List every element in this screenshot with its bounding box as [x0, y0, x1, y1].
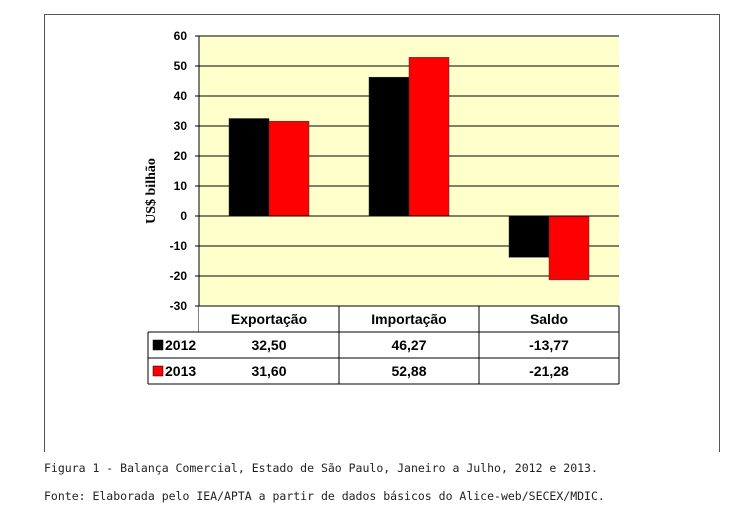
data-label: 31,60 — [251, 363, 286, 379]
figure-caption: Figura 1 - Balança Comercial, Estado de … — [44, 461, 598, 475]
data-label: 46,27 — [391, 337, 426, 353]
data-table: Exportação Importação Saldo 2012 32,50 46,27 -… — [147, 305, 620, 385]
source-caption: Fonte: Elaborada pelo IEA/APTA a partir … — [44, 489, 605, 503]
bar-2013-1 — [268, 120, 310, 217]
table-header-bg — [199, 306, 619, 332]
bars — [228, 57, 590, 281]
data-label: -21,28 — [529, 363, 569, 379]
category-label: Saldo — [530, 311, 568, 327]
bar-2013-2 — [408, 57, 450, 217]
y-tick-label: 50 — [174, 59, 188, 73]
legend-swatch-2013 — [152, 365, 164, 377]
y-tick-label: 40 — [174, 89, 188, 103]
legend-label: 2013 — [165, 363, 196, 379]
legend-label: 2012 — [165, 337, 196, 353]
bar-2012-3 — [508, 215, 550, 258]
y-tick-label: 20 — [174, 149, 188, 163]
legend-swatch-2012 — [152, 339, 164, 351]
data-label: 32,50 — [251, 337, 286, 353]
y-axis-label: US$ bilhão — [144, 158, 159, 224]
bar-2013-3 — [548, 215, 590, 281]
bar-2012-2 — [368, 76, 410, 217]
y-tick-label: -30 — [170, 299, 188, 313]
y-tick-label: -20 — [170, 269, 188, 283]
y-tick-label: 0 — [180, 209, 187, 223]
y-tick-label: 30 — [174, 119, 188, 133]
y-tick-label: 10 — [174, 179, 188, 193]
data-label: -13,77 — [529, 337, 569, 353]
data-label: 52,88 — [391, 363, 426, 379]
category-label: Importação — [371, 311, 446, 327]
figure-frame — [44, 14, 720, 452]
bar-2012-1 — [228, 118, 270, 217]
bar-chart: 60 50 40 30 20 10 0 -10 -20 -30 US$ bilhão Export… — [144, 29, 620, 385]
y-axis: 60 50 40 30 20 10 0 -10 -20 -30 — [170, 29, 200, 384]
y-tick-label: -10 — [170, 239, 188, 253]
y-tick-label: 60 — [174, 29, 188, 43]
category-label: Exportação — [231, 311, 307, 327]
